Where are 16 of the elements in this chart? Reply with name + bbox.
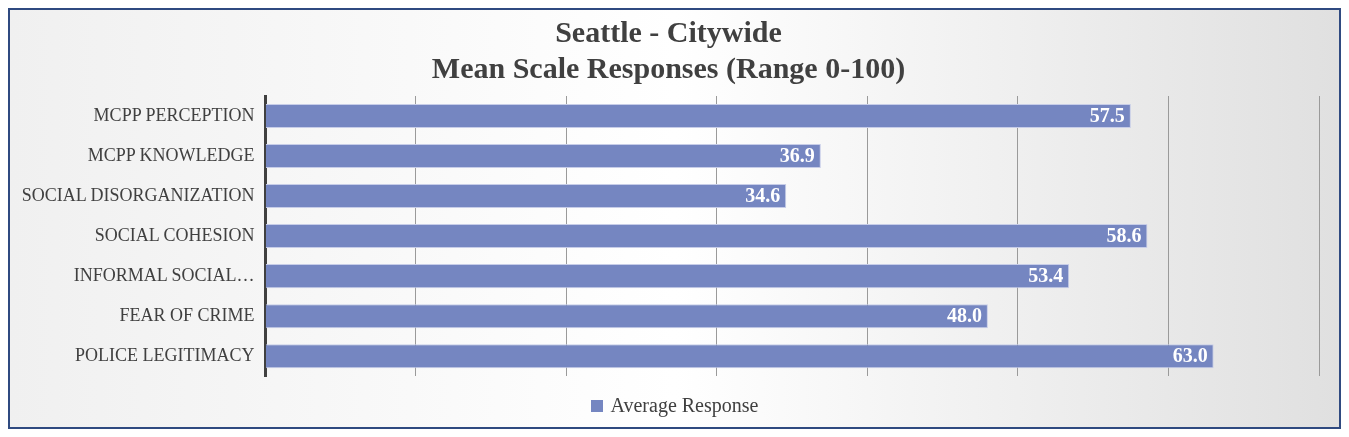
legend-label: Average Response: [610, 394, 759, 417]
data-label: 58.6: [1106, 224, 1142, 247]
y-tick-label: SOCIAL DISORGANIZATION: [21, 184, 255, 205]
y-tick-label: INFORMAL SOCIAL…: [73, 264, 255, 285]
y-tick-label: POLICE LEGITIMACY: [75, 344, 255, 365]
y-tick-label: FEAR OF CRIME: [119, 304, 255, 325]
y-tick-label: MCPP KNOWLEDGE: [87, 144, 255, 165]
data-label: 63.0: [1172, 344, 1208, 367]
data-label: 34.6: [745, 184, 781, 207]
data-label: 57.5: [1089, 104, 1125, 127]
data-label: 48.0: [946, 304, 982, 327]
chart-title: Seattle - Citywide Mean Scale Responses (Range 0-100): [431, 14, 906, 85]
y-tick-label: MCPP PERCEPTION: [93, 104, 255, 125]
data-label: 36.9: [779, 144, 815, 167]
y-tick-label: SOCIAL COHESION: [94, 224, 255, 245]
data-label: 53.4: [1028, 264, 1064, 287]
